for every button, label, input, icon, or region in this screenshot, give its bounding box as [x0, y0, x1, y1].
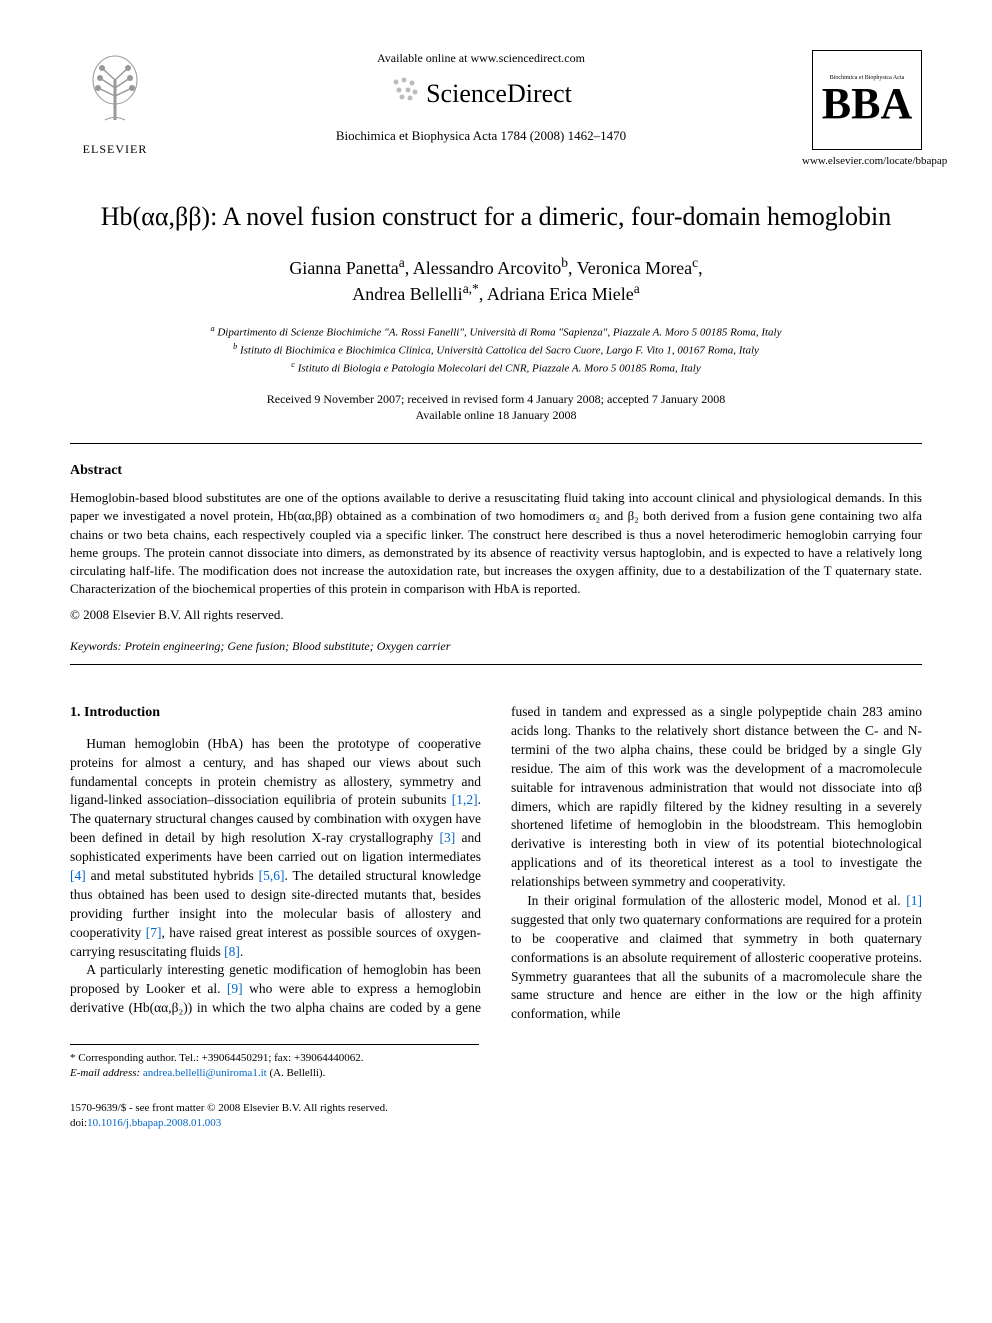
ref-link[interactable]: [1,2] — [452, 792, 478, 807]
keywords-text: Protein engineering; Gene fusion; Blood … — [125, 639, 451, 653]
ref-link[interactable]: [8] — [224, 944, 240, 959]
affiliation-a: a Dipartimento di Scienze Biochimiche "A… — [70, 323, 922, 341]
available-date: Available online 18 January 2008 — [70, 407, 922, 423]
divider — [70, 443, 922, 444]
doi-line: doi:10.1016/j.bbapap.2008.01.003 — [70, 1116, 922, 1131]
bba-logo-box: Biochimica et Biophysica Acta BBA — [812, 50, 922, 150]
author: Adriana Erica Mielea — [487, 284, 640, 304]
ref-link[interactable]: [1] — [906, 893, 922, 908]
elsevier-logo-block: ELSEVIER — [70, 50, 160, 157]
bba-label: BBA — [822, 82, 912, 126]
available-online-text: Available online at www.sciencedirect.co… — [180, 50, 782, 66]
corresponding-author-note: * Corresponding author. Tel.: +390644502… — [70, 1044, 479, 1081]
author-list: Gianna Panettaa, Alessandro Arcovitob, V… — [70, 254, 922, 307]
citation-text: Biochimica et Biophysica Acta 1784 (2008… — [180, 127, 782, 145]
affiliation-c: c Istituto di Biologia e Patologia Molec… — [70, 359, 922, 377]
header-center: Available online at www.sciencedirect.co… — [160, 50, 802, 145]
email-author-name: (A. Bellelli). — [269, 1067, 325, 1079]
header-row: ELSEVIER Available online at www.science… — [70, 50, 922, 169]
corresponding-label: * Corresponding author. Tel.: +390644502… — [70, 1051, 479, 1066]
email-label: E-mail address: — [70, 1067, 140, 1079]
email-link[interactable]: andrea.bellelli@uniroma1.it — [143, 1067, 267, 1079]
front-matter-text: 1570-9639/$ - see front matter © 2008 El… — [70, 1101, 922, 1116]
sciencedirect-dots-icon — [390, 76, 420, 111]
affiliation-b: b Istituto di Biochimica e Biochimica Cl… — [70, 341, 922, 359]
ref-link[interactable]: [5,6] — [259, 868, 285, 883]
doi-label: doi: — [70, 1117, 87, 1129]
keywords: Keywords: Protein engineering; Gene fusi… — [70, 638, 922, 654]
article-dates: Received 9 November 2007; received in re… — [70, 391, 922, 423]
divider — [70, 664, 922, 665]
author: Gianna Panettaa — [289, 258, 404, 278]
sciencedirect-label: ScienceDirect — [426, 76, 572, 111]
author: Alessandro Arcovitob — [413, 258, 568, 278]
copyright-text: © 2008 Elsevier B.V. All rights reserved… — [70, 606, 922, 624]
author: Andrea Bellellia,* — [352, 284, 479, 304]
body-paragraph: Human hemoglobin (HbA) has been the prot… — [70, 735, 481, 962]
ref-link[interactable]: [3] — [440, 830, 456, 845]
affiliations: a Dipartimento di Scienze Biochimiche "A… — [70, 323, 922, 377]
corresponding-email-line: E-mail address: andrea.bellelli@uniroma1… — [70, 1066, 479, 1081]
abstract-text: Hemoglobin-based blood substitutes are o… — [70, 489, 922, 598]
ref-link[interactable]: [7] — [146, 925, 162, 940]
keywords-label: Keywords: — [70, 639, 122, 653]
received-date: Received 9 November 2007; received in re… — [70, 391, 922, 407]
doi-link[interactable]: 10.1016/j.bbapap.2008.01.003 — [87, 1117, 221, 1129]
body-paragraph: In their original formulation of the all… — [511, 892, 922, 1024]
elsevier-tree-icon — [80, 50, 150, 130]
sciencedirect-logo: ScienceDirect — [390, 76, 572, 111]
footer: 1570-9639/$ - see front matter © 2008 El… — [70, 1101, 922, 1131]
body-columns: 1. Introduction Human hemoglobin (HbA) h… — [70, 703, 922, 1024]
section-heading: 1. Introduction — [70, 703, 481, 723]
elsevier-label: ELSEVIER — [70, 141, 160, 157]
article-title: Hb(αα,ββ): A novel fusion construct for … — [70, 199, 922, 234]
ref-link[interactable]: [9] — [227, 981, 243, 996]
ref-link[interactable]: [4] — [70, 868, 86, 883]
journal-url: www.elsevier.com/locate/bbapap — [802, 154, 922, 169]
author: Veronica Moreac — [577, 258, 698, 278]
abstract-label: Abstract — [70, 462, 922, 481]
bba-logo-block: Biochimica et Biophysica Acta BBA www.el… — [802, 50, 922, 169]
